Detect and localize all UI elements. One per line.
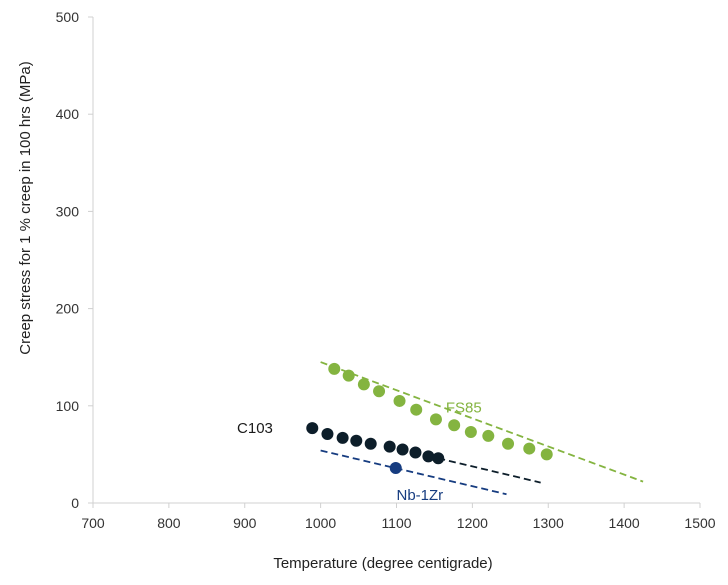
y-axis-title: Creep stress for 1 % creep in 100 hrs (M… <box>17 61 34 354</box>
data-point-c103 <box>409 446 422 459</box>
x-tick-label: 700 <box>81 515 105 531</box>
y-tick-label: 300 <box>56 203 80 219</box>
series-label-fs85: FS85 <box>446 400 482 417</box>
data-point-c103 <box>432 452 445 465</box>
x-tick-label: 800 <box>157 515 181 531</box>
data-point-c103 <box>422 450 435 463</box>
x-tick-label: 1000 <box>305 515 336 531</box>
x-tick-label: 1400 <box>609 515 640 531</box>
x-tick-label: 1100 <box>381 515 411 531</box>
data-point-fs85 <box>357 378 370 391</box>
y-tick-label: 200 <box>56 301 80 317</box>
data-point-c103 <box>306 422 319 435</box>
x-tick-label: 900 <box>233 515 257 531</box>
data-point-fs85 <box>328 362 341 375</box>
series-labels: FS85 C103 Nb-1Zr <box>237 400 482 504</box>
trend-lines <box>320 361 644 496</box>
data-point-fs85 <box>342 369 355 382</box>
trend-line-fs85 <box>320 361 644 483</box>
trend-line-nb-1zr <box>320 449 507 496</box>
data-point-fs85 <box>410 403 423 416</box>
data-point-c103 <box>383 440 396 453</box>
axes: 700 800 900 1000 1100 1200 1300 1400 1500 0 100 200… <box>56 9 716 531</box>
series-label-c103: C103 <box>237 420 273 437</box>
y-tick-label: 100 <box>56 398 80 414</box>
data-point-c103 <box>336 431 349 444</box>
data-point-c103 <box>396 443 409 456</box>
series-label-nb-1zr: Nb-1Zr <box>397 487 444 504</box>
data-points <box>306 362 553 475</box>
x-tick-label: 1200 <box>457 515 488 531</box>
data-point-nb-1zr <box>389 462 402 475</box>
data-point-fs85 <box>393 394 406 407</box>
data-point-fs85 <box>464 426 477 439</box>
data-point-fs85 <box>540 448 553 461</box>
data-point-fs85 <box>502 437 515 450</box>
x-tick-label: 1300 <box>533 515 564 531</box>
data-point-fs85 <box>429 413 442 426</box>
data-point-fs85 <box>523 442 536 455</box>
data-point-fs85 <box>482 429 495 442</box>
y-tick-label: 500 <box>56 9 80 25</box>
y-tick-label: 400 <box>56 106 80 122</box>
data-point-fs85 <box>448 419 461 432</box>
x-tick-label: 1500 <box>684 515 715 531</box>
data-point-fs85 <box>373 385 386 398</box>
x-axis-title: Temperature (degree centigrade) <box>273 555 492 572</box>
data-point-c103 <box>350 434 363 447</box>
data-point-c103 <box>364 437 377 450</box>
trend-line-c103 <box>438 457 541 484</box>
y-tick-label: 0 <box>71 495 79 511</box>
data-point-c103 <box>321 427 334 440</box>
